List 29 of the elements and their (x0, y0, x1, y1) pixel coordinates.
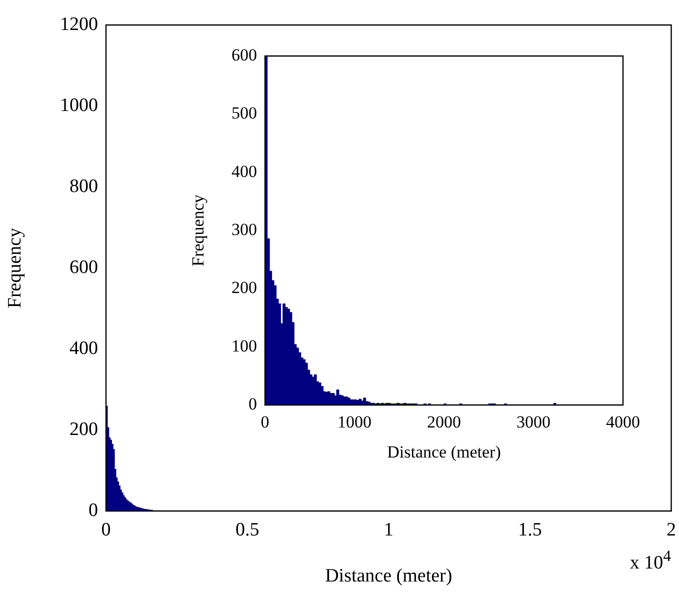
x-tick-label: 1000 (338, 412, 372, 432)
x-axis-title: Distance (meter) (325, 566, 452, 587)
y-tick-label: 1200 (60, 14, 98, 35)
y-axis-title: Frequency (188, 194, 208, 266)
x-tick-label: 0 (101, 519, 111, 540)
x-tick-label: 0.5 (235, 519, 260, 540)
x-tick-label: 4000 (606, 412, 640, 432)
text: x 10$^{4}$ (630, 548, 671, 574)
y-axis-title: Frequency (4, 227, 26, 308)
y-tick-label: 600 (70, 256, 98, 278)
x-tick-label: 3000 (516, 412, 550, 432)
y-tick-label: 200 (70, 418, 98, 440)
y-tick-label: 100 (232, 336, 257, 356)
x-axis-title: Distance (meter) (387, 442, 501, 462)
y-tick-label: 300 (232, 220, 257, 239)
x-tick-label: 1 (384, 519, 394, 540)
y-tick-label: 0 (248, 394, 257, 414)
y-tick-label: 400 (232, 162, 257, 181)
y-tick-label: 1000 (60, 94, 98, 116)
y-tick-label: 0 (88, 500, 98, 521)
x-tick-label: 2 (666, 519, 676, 540)
y-tick-label: 400 (70, 338, 98, 359)
y-tick-label: 500 (232, 104, 257, 123)
x-tick-label: 2000 (427, 412, 461, 432)
x-tick-label: 1.5 (518, 519, 542, 540)
y-tick-label: 800 (70, 176, 98, 197)
y-tick-label: 200 (232, 278, 257, 298)
y-tick-label: 600 (232, 45, 257, 64)
x-tick-label: 0 (260, 412, 270, 432)
